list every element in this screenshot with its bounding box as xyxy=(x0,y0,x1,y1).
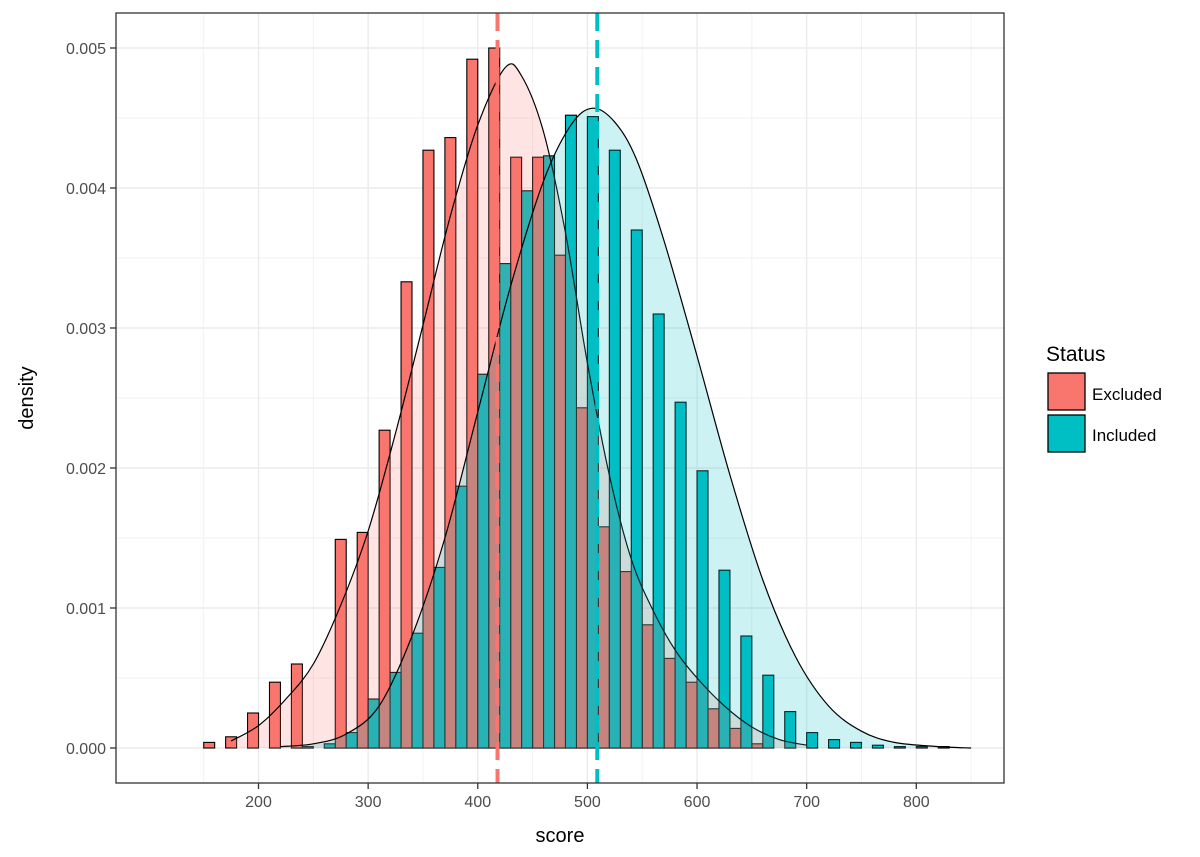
x-tick-label: 800 xyxy=(903,794,930,811)
y-tick-label: 0.004 xyxy=(66,181,106,198)
bar-included xyxy=(762,674,775,749)
bar-included xyxy=(389,671,402,749)
bar-included xyxy=(652,313,665,749)
bar-included xyxy=(301,746,314,749)
y-tick-label: 0.000 xyxy=(66,741,106,758)
bar-included xyxy=(674,401,687,749)
bar-excluded xyxy=(422,149,435,749)
legend-label-excluded: Excluded xyxy=(1092,385,1162,404)
bar-excluded xyxy=(400,281,413,749)
bar-excluded xyxy=(334,538,347,749)
x-tick-label: 500 xyxy=(574,794,601,811)
bar-included xyxy=(740,635,753,749)
y-tick-label: 0.001 xyxy=(66,601,106,618)
bar-excluded xyxy=(225,736,238,749)
bar-included xyxy=(806,732,819,749)
y-tick-label: 0.003 xyxy=(66,321,106,338)
bar-included xyxy=(871,744,884,749)
bar-excluded xyxy=(378,429,391,749)
x-tick-label: 700 xyxy=(793,794,820,811)
bar-included xyxy=(564,114,577,749)
density-area-excluded xyxy=(231,63,807,749)
bar-included xyxy=(849,741,863,749)
mean-lines xyxy=(495,13,600,783)
density-curves xyxy=(230,63,972,749)
bar-included xyxy=(477,373,490,749)
x-tick-label: 600 xyxy=(684,794,711,811)
y-tick-label: 0.005 xyxy=(66,41,106,58)
legend: Status Excluded Included xyxy=(1046,343,1162,453)
bar-included xyxy=(915,746,928,749)
bar-excluded xyxy=(247,712,260,749)
y-axis-title: density xyxy=(16,366,38,429)
bar-included xyxy=(696,470,709,749)
bar-included xyxy=(718,569,731,749)
legend-key-included xyxy=(1047,414,1086,453)
histogram-bars xyxy=(203,47,950,749)
bar-excluded xyxy=(203,741,216,749)
bar-included xyxy=(367,698,380,749)
x-tick-label: 300 xyxy=(355,794,382,811)
bar-included xyxy=(345,732,358,749)
density-curve-excluded xyxy=(230,63,807,746)
panel-border xyxy=(115,12,1005,784)
bar-included xyxy=(323,743,336,749)
bar-included xyxy=(828,739,841,749)
x-tick-label: 400 xyxy=(464,794,491,811)
density-area-included xyxy=(280,108,972,748)
bar-included xyxy=(411,632,424,749)
axes: 200 300 400 500 600 700 800 0.000 0.001 0.002 0.00… xyxy=(66,41,930,811)
bar-included xyxy=(455,485,468,749)
bar-excluded xyxy=(290,663,303,749)
bar-included xyxy=(499,263,512,749)
bar-excluded xyxy=(444,137,457,749)
bar-included xyxy=(630,229,643,749)
x-tick-label: 200 xyxy=(245,794,272,811)
legend-key-excluded xyxy=(1047,372,1086,411)
bar-included xyxy=(433,566,446,749)
density-curve-included xyxy=(280,107,972,749)
x-axis-title: score xyxy=(536,825,585,847)
bar-included xyxy=(521,190,534,749)
legend-label-included: Included xyxy=(1092,426,1156,445)
y-tick-label: 0.002 xyxy=(66,461,106,478)
bar-included xyxy=(784,711,797,749)
legend-title: Status xyxy=(1046,343,1106,366)
bar-excluded xyxy=(268,681,281,749)
bar-included xyxy=(608,149,621,749)
bar-excluded xyxy=(356,531,369,749)
bar-included xyxy=(893,746,906,749)
